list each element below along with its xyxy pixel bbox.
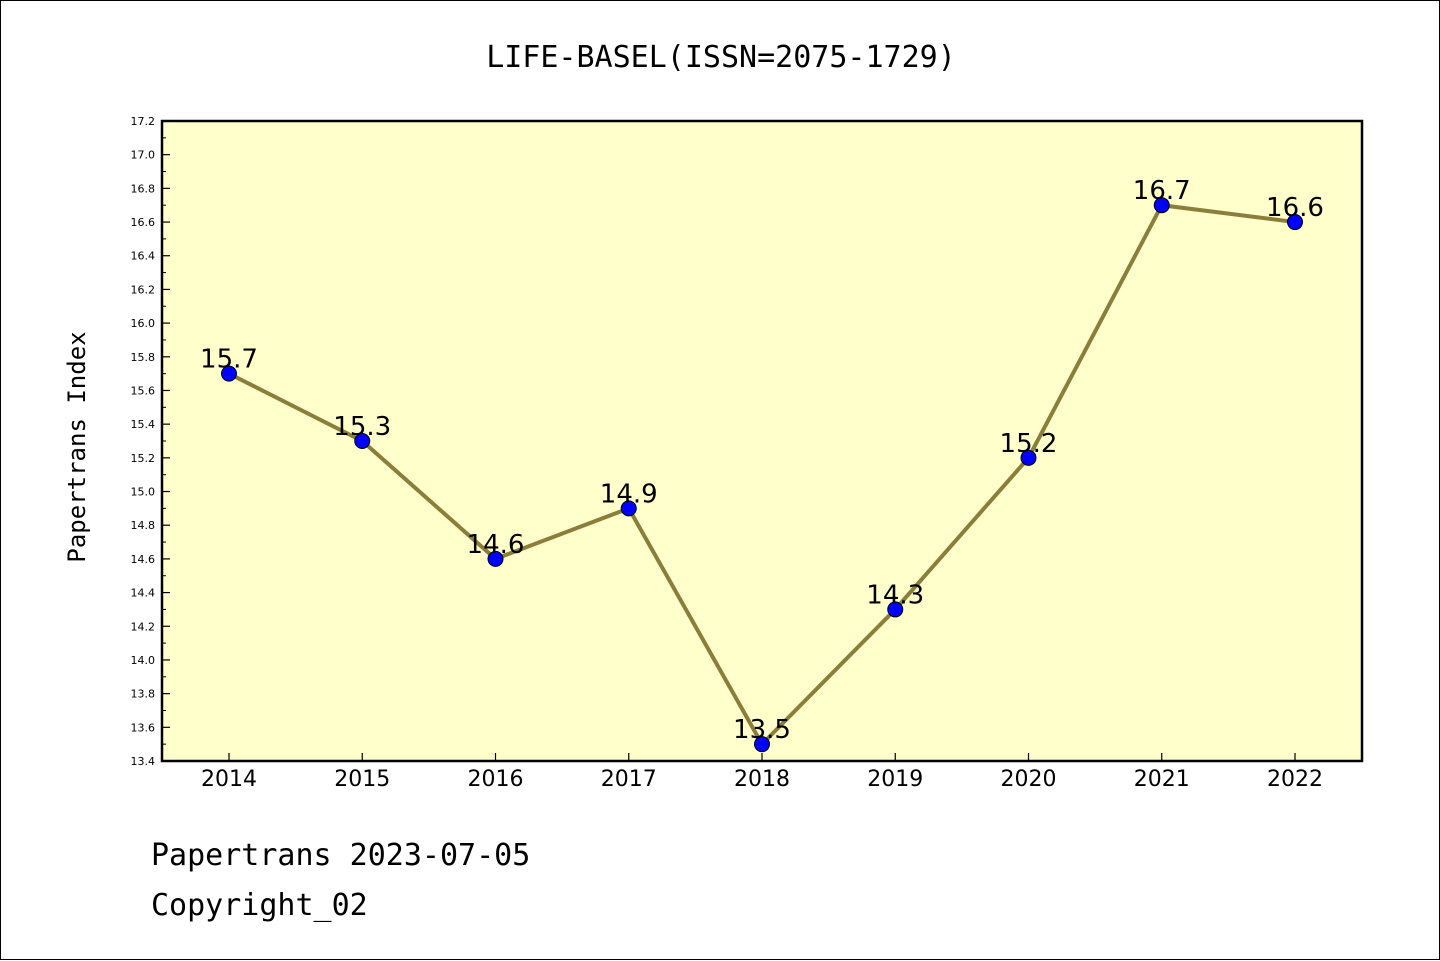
data-point bbox=[1020, 449, 1037, 466]
y-tick-label: 14.0 bbox=[131, 654, 156, 667]
x-tick-label: 2019 bbox=[867, 767, 923, 792]
data-point bbox=[354, 433, 371, 449]
y-tick-label: 17.2 bbox=[131, 115, 156, 128]
data-label: 14.6 bbox=[467, 530, 525, 560]
y-tick-label: 15.8 bbox=[131, 351, 156, 364]
data-label: 14.3 bbox=[866, 580, 924, 610]
x-tick-label: 2016 bbox=[468, 767, 524, 792]
y-tick-label: 16.8 bbox=[131, 182, 156, 195]
plot-border bbox=[160, 119, 1364, 763]
data-label: 16.6 bbox=[1266, 193, 1324, 223]
data-label: 15.3 bbox=[333, 412, 391, 442]
data-label: 16.7 bbox=[1133, 176, 1191, 206]
data-point bbox=[1153, 197, 1170, 214]
data-label: 13.5 bbox=[733, 715, 791, 745]
footer-copyright: Copyright_02 bbox=[151, 888, 368, 923]
y-tick-label: 14.4 bbox=[131, 587, 156, 600]
data-labels: 15.7 15.3 14.6 14.9 13.5 14.3 15.2 16.7 16.6 bbox=[200, 176, 1324, 745]
y-tick-label: 17.0 bbox=[131, 149, 156, 162]
x-tick-label: 2015 bbox=[334, 767, 390, 792]
data-point bbox=[887, 601, 904, 618]
y-tick-label: 14.6 bbox=[131, 553, 156, 566]
y-tick-label: 13.6 bbox=[131, 721, 156, 734]
chart-title: LIFE-BASEL(ISSN=2075-1729) bbox=[486, 40, 956, 75]
data-point bbox=[1287, 214, 1303, 231]
y-tick-label: 16.0 bbox=[131, 317, 156, 330]
data-point bbox=[754, 736, 770, 753]
y-tick-label: 16.4 bbox=[131, 250, 156, 263]
y-axis: 13.4 13.6 13.8 14.0 14.2 14.4 14.6 14.8 15.0 15.2… bbox=[131, 115, 170, 768]
series-markers bbox=[221, 197, 1303, 753]
y-tick-label: 13.8 bbox=[131, 688, 156, 701]
data-point bbox=[221, 365, 237, 382]
footer-date: Papertrans 2023-07-05 bbox=[151, 838, 530, 873]
data-point bbox=[487, 550, 504, 567]
data-label: 15.2 bbox=[1000, 429, 1058, 459]
x-axis: 2014 2015 2016 2017 2018 2019 2020 2021 2022 bbox=[201, 753, 1323, 792]
y-tick-label: 15.6 bbox=[131, 384, 156, 397]
y-tick-label: 15.4 bbox=[131, 418, 156, 431]
x-tick-label: 2017 bbox=[601, 767, 657, 792]
y-tick-label: 15.0 bbox=[131, 486, 156, 499]
data-label: 15.7 bbox=[200, 345, 258, 375]
x-tick-label: 2021 bbox=[1134, 767, 1190, 792]
y-tick-label: 16.6 bbox=[131, 216, 156, 229]
y-tick-label: 16.2 bbox=[131, 283, 156, 296]
x-tick-label: 2020 bbox=[1001, 767, 1057, 792]
y-tick-label: 14.2 bbox=[131, 620, 156, 633]
y-tick-label: 14.8 bbox=[131, 519, 156, 532]
x-tick-label: 2018 bbox=[734, 767, 790, 792]
data-point bbox=[620, 500, 637, 517]
x-tick-label: 2014 bbox=[201, 767, 257, 792]
data-label: 14.9 bbox=[600, 479, 658, 509]
x-tick-label: 2022 bbox=[1267, 767, 1323, 792]
y-tick-label: 15.2 bbox=[131, 452, 156, 465]
y-axis-label: Papertrans Index bbox=[63, 331, 91, 562]
y-tick-label: 13.4 bbox=[131, 755, 156, 768]
